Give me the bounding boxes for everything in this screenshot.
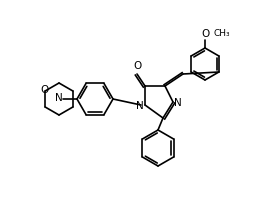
- Text: N: N: [174, 98, 182, 108]
- Text: N: N: [136, 101, 144, 111]
- Text: O: O: [133, 61, 141, 71]
- Text: N: N: [55, 93, 63, 103]
- Text: O: O: [201, 29, 209, 39]
- Text: O: O: [40, 85, 48, 95]
- Text: CH₃: CH₃: [213, 28, 230, 38]
